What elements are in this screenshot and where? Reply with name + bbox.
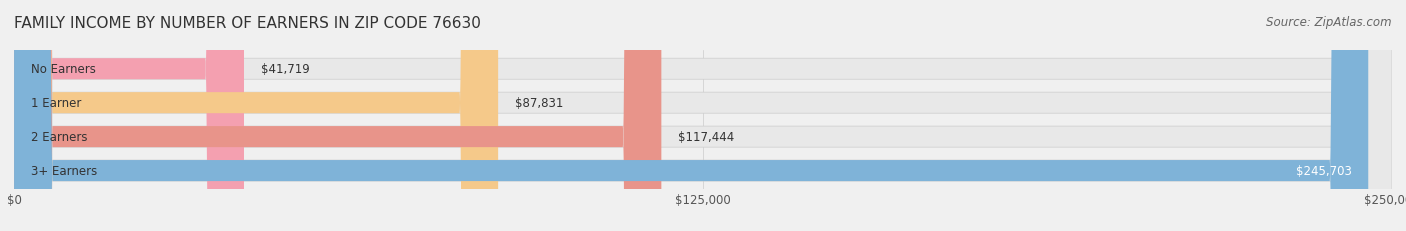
Text: Source: ZipAtlas.com: Source: ZipAtlas.com (1267, 16, 1392, 29)
FancyBboxPatch shape (14, 0, 1392, 231)
FancyBboxPatch shape (14, 0, 245, 231)
FancyBboxPatch shape (14, 0, 1368, 231)
FancyBboxPatch shape (14, 0, 1392, 231)
Text: 1 Earner: 1 Earner (31, 97, 82, 110)
FancyBboxPatch shape (14, 0, 498, 231)
Text: 2 Earners: 2 Earners (31, 131, 87, 143)
Text: $87,831: $87,831 (515, 97, 562, 110)
Text: $41,719: $41,719 (260, 63, 309, 76)
Text: $245,703: $245,703 (1296, 164, 1351, 177)
FancyBboxPatch shape (14, 0, 1392, 231)
Text: 3+ Earners: 3+ Earners (31, 164, 97, 177)
FancyBboxPatch shape (14, 0, 661, 231)
Text: $117,444: $117,444 (678, 131, 734, 143)
FancyBboxPatch shape (14, 0, 1392, 231)
Text: FAMILY INCOME BY NUMBER OF EARNERS IN ZIP CODE 76630: FAMILY INCOME BY NUMBER OF EARNERS IN ZI… (14, 16, 481, 31)
Text: No Earners: No Earners (31, 63, 96, 76)
